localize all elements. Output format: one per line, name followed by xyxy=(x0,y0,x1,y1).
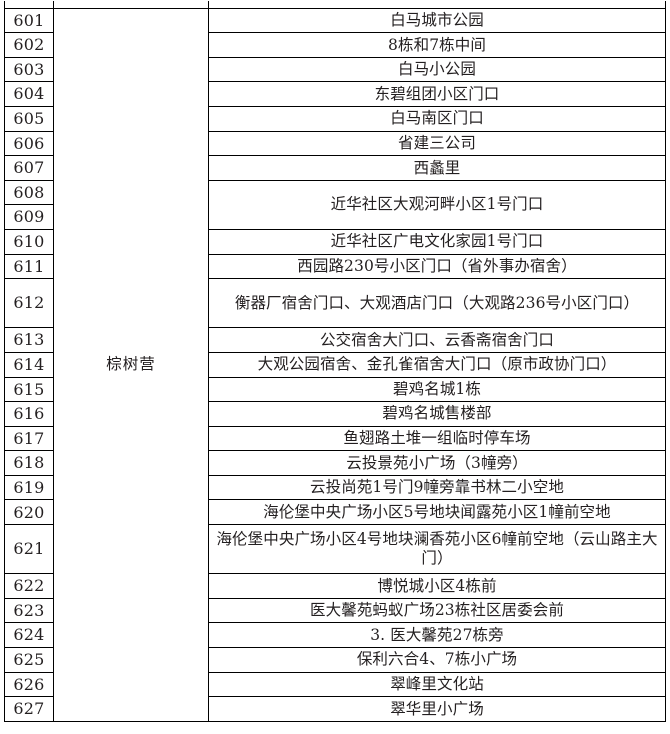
cell-place: 海伦堡中央广场小区5号地块闻露苑小区1幢前空地 xyxy=(208,499,666,526)
cell-id: 615 xyxy=(4,376,54,403)
cell-id: 617 xyxy=(4,425,54,452)
cell-id: 614 xyxy=(4,351,54,378)
cell-place: 保利六合4、7栋小广场 xyxy=(208,647,666,673)
table-row: 608 近华社区大观河畔小区1号门口 xyxy=(4,179,666,230)
table-row: 607 西蠡里 xyxy=(4,155,666,181)
cell-place: 翠峰里文化站 xyxy=(208,671,666,698)
locations-table: 601 棕树营 白马城市公园 602 8栋和7栋中间 603 白马小公园 604 东碧组团小区门… xyxy=(4,0,666,722)
cell-id: 607 xyxy=(4,155,54,181)
top-clip-mask xyxy=(0,0,670,1)
cell-place: 衡器厂宿舍门口、大观酒店门口（大观路236号小区门口） xyxy=(208,278,666,329)
cell-place: 大观公园宿舍、金孔雀宿舍大门口（原市政协门口） xyxy=(208,351,666,378)
cell-place: 白马小公园 xyxy=(208,56,666,83)
cell-place: 医大馨苑蚂蚁广场23栋社区居委会前 xyxy=(208,597,666,624)
table-row: 624 3. 医大馨苑27栋旁 xyxy=(4,622,666,649)
cell-id: 622 xyxy=(4,573,54,599)
cell-id: 624 xyxy=(4,622,54,649)
table-row-partial xyxy=(4,0,666,9)
cell-id: 623 xyxy=(4,597,54,624)
cell-id: 601 xyxy=(4,7,54,34)
table-row: 627 翠华里小广场 xyxy=(4,696,666,722)
cell-id: 606 xyxy=(4,130,54,157)
table-row: 602 8栋和7栋中间 xyxy=(4,32,666,58)
cell-place: 白马南区门口 xyxy=(208,105,666,132)
table-row: 609 xyxy=(4,204,666,230)
table-row: 621 海伦堡中央广场小区4号地块澜香苑小区6幢前空地（云山路主大门） xyxy=(4,524,666,575)
table-row: 612 衡器厂宿舍门口、大观酒店门口（大观路236号小区门口） xyxy=(4,278,666,329)
cell-place: 博悦城小区4栋前 xyxy=(208,573,666,599)
cell-area xyxy=(53,0,209,9)
cell-place: 鱼翅路土堆一组临时停车场 xyxy=(208,425,666,452)
cell-id: 612 xyxy=(4,278,54,329)
cell-place: 公交宿舍大门口、云香斋宿舍门口 xyxy=(208,327,666,353)
table-row: 625 保利六合4、7栋小广场 xyxy=(4,647,666,673)
cell-place: 3. 医大馨苑27栋旁 xyxy=(208,622,666,649)
cell-id: 604 xyxy=(4,81,54,107)
cell-id: 613 xyxy=(4,327,54,353)
cell-place: 近华社区广电文化家园1号门口 xyxy=(208,228,666,255)
table-row: 623 医大馨苑蚂蚁广场23栋社区居委会前 xyxy=(4,597,666,624)
cell-id xyxy=(4,0,54,9)
cell-place: 西园路230号小区门口（省外事办宿舍） xyxy=(208,253,666,280)
table-row: 618 云投景苑小广场（3幢旁） xyxy=(4,450,666,476)
cell-id: 626 xyxy=(4,671,54,698)
table-body: 601 棕树营 白马城市公园 602 8栋和7栋中间 603 白马小公园 604 东碧组团小区门… xyxy=(4,0,666,722)
cell-id: 609 xyxy=(4,204,54,230)
cell-place: 8栋和7栋中间 xyxy=(208,32,666,58)
cell-id: 620 xyxy=(4,499,54,526)
table-row: 614 大观公园宿舍、金孔雀宿舍大门口（原市政协门口） xyxy=(4,351,666,378)
cell-id: 619 xyxy=(4,474,54,501)
cell-id: 621 xyxy=(4,524,54,575)
cell-id: 618 xyxy=(4,450,54,476)
cell-id: 608 xyxy=(4,179,54,206)
table-row: 606 省建三公司 xyxy=(4,130,666,157)
cell-place: 翠华里小广场 xyxy=(208,696,666,722)
cell-id: 610 xyxy=(4,228,54,255)
cell-place: 云投尚苑1号门9幢旁靠书林二小空地 xyxy=(208,474,666,501)
cell-id: 616 xyxy=(4,401,54,427)
cell-place: 海伦堡中央广场小区4号地块澜香苑小区6幢前空地（云山路主大门） xyxy=(208,524,666,575)
table-row: 603 白马小公园 xyxy=(4,56,666,83)
cell-place: 碧鸡名城1栋 xyxy=(208,376,666,403)
cell-place: 云投景苑小广场（3幢旁） xyxy=(208,450,666,476)
cell-id: 603 xyxy=(4,56,54,83)
table-row: 617 鱼翅路土堆一组临时停车场 xyxy=(4,425,666,452)
table-row: 604 东碧组团小区门口 xyxy=(4,81,666,107)
cell-id: 625 xyxy=(4,647,54,673)
cell-area-merged: 棕树营 xyxy=(53,7,209,722)
cell-place xyxy=(208,0,666,9)
cell-id: 602 xyxy=(4,32,54,58)
table-row: 601 棕树营 白马城市公园 xyxy=(4,7,666,722)
cell-id: 605 xyxy=(4,105,54,132)
table-row: 610 近华社区广电文化家园1号门口 xyxy=(4,228,666,255)
cell-place: 近华社区大观河畔小区1号门口 xyxy=(208,179,666,230)
cell-id: 627 xyxy=(4,696,54,722)
cell-place: 白马城市公园 xyxy=(208,7,666,34)
cell-place: 西蠡里 xyxy=(208,155,666,181)
cell-place: 碧鸡名城售楼部 xyxy=(208,401,666,427)
table-row: 615 碧鸡名城1栋 xyxy=(4,376,666,403)
cell-place: 东碧组团小区门口 xyxy=(208,81,666,107)
cell-place: 省建三公司 xyxy=(208,130,666,157)
cell-id: 611 xyxy=(4,253,54,280)
table-row: 605 白马南区门口 xyxy=(4,105,666,132)
table-row: 622 博悦城小区4栋前 xyxy=(4,573,666,599)
